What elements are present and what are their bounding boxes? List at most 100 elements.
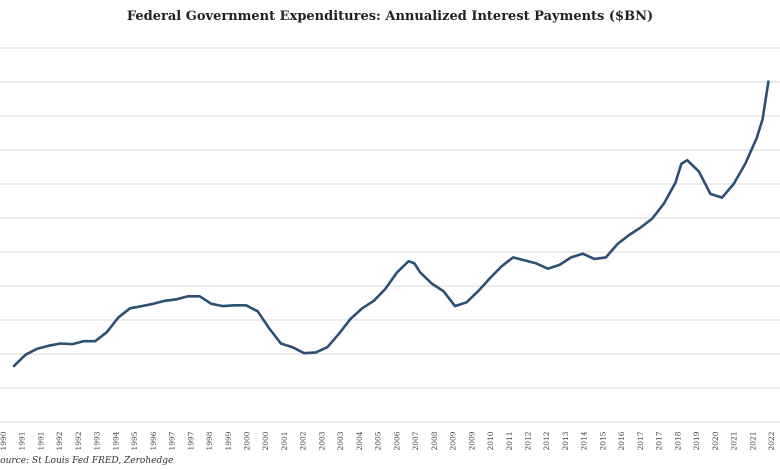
x-tick-label: 2012	[523, 431, 532, 450]
data-point	[141, 305, 143, 307]
x-tick-label: 2011	[505, 431, 514, 450]
x-tick-label: 1995	[130, 431, 139, 450]
x-tick-label: 2018	[673, 431, 682, 450]
data-point	[245, 304, 247, 306]
x-tick-label: 2019	[692, 431, 701, 450]
x-tick-label: 2020	[711, 431, 720, 450]
data-point	[187, 295, 189, 297]
data-point	[721, 197, 723, 199]
data-point	[628, 234, 630, 236]
data-point	[535, 262, 537, 264]
x-tick-label: 1999	[224, 431, 233, 450]
x-tick-label: 2010	[486, 431, 495, 450]
data-point	[234, 304, 236, 306]
x-tick-label: 1991	[18, 431, 27, 450]
series-line	[12, 80, 770, 368]
x-tick-label: 2005	[374, 431, 383, 450]
data-point	[419, 271, 421, 273]
x-tick-label: 1992	[55, 431, 64, 450]
x-tick-label: 2009	[449, 431, 458, 450]
x-tick-label: 2008	[430, 431, 439, 450]
data-point	[384, 288, 386, 290]
x-tick-label: 2000	[243, 431, 252, 450]
data-point	[338, 333, 340, 335]
data-point	[25, 354, 27, 356]
x-tick-label: 2002	[299, 431, 308, 450]
data-point	[686, 159, 688, 161]
chart-title: Federal Government Expenditures: Annuali…	[127, 9, 653, 24]
data-point	[680, 163, 682, 165]
x-tick-label: 2013	[561, 431, 570, 450]
series-group	[12, 80, 770, 368]
data-point	[675, 182, 677, 184]
data-point	[129, 307, 131, 309]
data-point	[210, 303, 212, 305]
data-point	[524, 259, 526, 261]
x-tick-label: 2015	[598, 431, 607, 450]
x-tick-label: 1998	[205, 431, 214, 450]
data-point	[547, 268, 549, 270]
data-point	[512, 256, 514, 258]
data-point	[164, 300, 166, 302]
x-tick-label: 2003	[336, 431, 345, 450]
x-tick-label: 1997	[168, 431, 177, 450]
x-tick-label: 2001	[280, 431, 289, 450]
data-point	[118, 316, 120, 318]
data-point	[617, 243, 619, 245]
data-point	[454, 305, 456, 307]
data-point	[152, 303, 154, 305]
data-point	[106, 331, 108, 333]
data-point	[350, 318, 352, 320]
x-tick-label: 2022	[767, 431, 776, 450]
data-point	[605, 256, 607, 258]
data-point	[396, 271, 398, 273]
data-point	[698, 170, 700, 172]
data-point	[709, 193, 711, 195]
data-point	[13, 365, 15, 367]
x-tick-label: 2014	[580, 431, 589, 450]
x-tick-label: 1993	[93, 431, 102, 450]
x-tick-label: 2016	[617, 431, 626, 450]
x-tick-label: 1997	[186, 431, 195, 450]
x-tick-label: 1990	[0, 431, 8, 450]
data-point	[413, 262, 415, 264]
x-tick-label: 2012	[542, 431, 551, 450]
data-point	[442, 290, 444, 292]
x-axis-tick-labels: 1990 1991 1991 1992 1992 1993 1994 1995 1996 1997…	[0, 431, 776, 450]
x-tick-label: 2006	[392, 431, 401, 450]
data-point	[280, 343, 282, 345]
x-tick-label: 2004	[355, 431, 364, 450]
data-point	[559, 264, 561, 266]
data-point	[767, 81, 769, 83]
data-point	[94, 340, 96, 342]
x-tick-label: 2000	[261, 431, 270, 450]
data-point	[744, 163, 746, 165]
data-point	[762, 118, 764, 120]
x-tick-label: 2021	[748, 431, 757, 450]
gridlines	[0, 47, 780, 423]
data-point	[408, 260, 410, 262]
x-tick-label: 2009	[467, 431, 476, 450]
data-point	[651, 218, 653, 220]
data-point	[268, 328, 270, 330]
x-tick-label: 2017	[636, 431, 645, 450]
data-point	[176, 298, 178, 300]
data-point	[48, 345, 50, 347]
x-tick-label: 2021	[730, 431, 739, 450]
data-point	[373, 300, 375, 302]
x-tick-label: 2007	[411, 431, 420, 450]
data-point	[489, 277, 491, 279]
x-tick-label: 1991	[36, 431, 45, 450]
data-point	[222, 305, 224, 307]
data-point	[303, 352, 305, 354]
x-tick-label: 1992	[74, 431, 83, 450]
data-point	[315, 351, 317, 353]
data-point	[431, 283, 433, 285]
data-point	[733, 183, 735, 185]
data-point	[640, 227, 642, 229]
data-point	[59, 343, 61, 345]
source-note: Source: St Louis Fed FRED, Zerohedge	[0, 456, 173, 466]
data-point	[466, 301, 468, 303]
x-tick-label: 2017	[655, 431, 664, 450]
